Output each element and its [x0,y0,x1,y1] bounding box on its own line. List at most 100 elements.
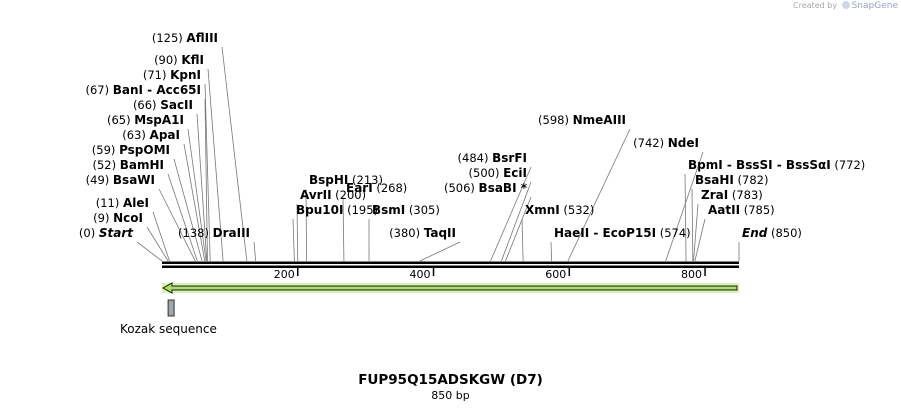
site-label[interactable]: (59) PspOMI [92,143,170,157]
site-position: (71) [143,68,170,82]
credit-prefix: Created by [793,1,838,10]
site-label[interactable]: AvrII (200) [300,188,366,202]
site-position: (90) [154,53,181,67]
site-label[interactable]: (90) KflI [154,53,204,67]
site-label[interactable]: (500) EciI [469,166,527,180]
site-enzyme-name: BsaWI [113,173,155,187]
site-label[interactable]: (598) NmeAIII [538,113,626,127]
site-leader-line [187,128,207,262]
site-position: (63) [122,128,149,142]
site-position: (783) [728,188,763,202]
site-label[interactable]: (63) ApaI [122,128,180,142]
site-enzyme-name: BsrFI [492,151,527,165]
site-leader-line [521,218,524,262]
site-label[interactable]: ZraI (783) [701,188,763,202]
site-leader-line [158,188,196,262]
site-label[interactable]: (71) KpnI [143,68,201,82]
site-enzyme-name: BpmI - BssSI - BssSαI [688,158,831,172]
site-leader-line [146,226,169,262]
site-label[interactable]: (138) DraIII [178,226,250,240]
site-label[interactable]: Bpu10I (195) [296,203,378,217]
site-leader-line [173,158,203,262]
kozak-sequence-feature[interactable] [167,299,175,317]
site-enzyme-name: Start [99,226,134,240]
site-label[interactable]: AatII (785) [708,203,775,217]
site-position: (598) [538,113,573,127]
site-leader-line [204,83,211,262]
site-label[interactable]: (506) BsaBI * [444,181,528,195]
site-position: (11) [96,196,123,210]
site-enzyme-name: Bpu10I [296,203,343,217]
ruler-tick-label: 800 [681,268,702,281]
site-leader-line [136,241,163,262]
site-position: (380) [389,226,424,240]
site-label[interactable]: (484) BsrFI [458,151,527,165]
site-position: (782) [734,173,769,187]
site-enzyme-name: HaeII - EcoP15I [554,226,656,240]
site-label[interactable]: EarI (268) [346,181,407,195]
site-leader-line [684,173,687,262]
site-enzyme-name: BamHI [120,158,164,172]
site-label[interactable]: BsaHI (782) [695,173,769,187]
site-label[interactable]: (0) Start [79,226,134,240]
site-label[interactable]: BpmI - BssSI - BssSαI (772) [688,158,865,172]
site-enzyme-name: AvrII [300,188,332,202]
site-label[interactable]: (380) TaqII [389,226,456,240]
site-enzyme-name: BspHI [309,173,348,187]
site-leader-line [665,151,704,262]
site-leader-line [505,196,532,262]
site-leader-line [501,181,532,262]
site-enzyme-name: MspA1I [134,113,184,127]
site-label[interactable]: HaeII - EcoP15I (574) [554,226,691,240]
site-label[interactable]: (65) MspA1I [107,113,184,127]
site-label[interactable]: (742) NdeI [633,136,699,150]
site-position: (65) [107,113,134,127]
site-enzyme-name: BsaHI [695,173,734,187]
site-position: (532) [560,203,595,217]
site-label[interactable]: (67) BanI - Acc65I [85,83,201,97]
site-enzyme-name: BanI - Acc65I [113,83,201,97]
site-position: (66) [133,98,160,112]
site-enzyme-name: EciI [503,166,527,180]
site-leader-line [204,98,208,262]
site-label[interactable]: XmnI (532) [525,203,594,217]
site-leader-line [419,241,461,262]
site-label[interactable]: BspHI (213) [309,173,383,187]
site-enzyme-name: NmeAIII [573,113,626,127]
site-leader-line [183,143,206,262]
site-position: (742) [633,136,668,150]
site-enzyme-name: PspOMI [119,143,170,157]
site-label[interactable]: (66) SacII [133,98,193,112]
site-leader-line [207,68,224,262]
ruler-tick-label: 200 [274,268,295,281]
site-position: (138) [178,226,213,240]
site-position: (67) [85,83,112,97]
site-label[interactable]: (125) AflIII [152,31,218,45]
site-enzyme-name: AatII [708,203,740,217]
site-leader-line [167,173,198,262]
site-enzyme-name: TaqII [424,226,456,240]
site-label[interactable]: (11) AleI [96,196,149,210]
site-position: (0) [79,226,99,240]
site-leader-lines [136,46,740,262]
snapgene-credit: Created by SnapGene [793,1,898,11]
site-label[interactable]: End (850) [742,226,802,240]
site-enzyme-name: ZraI [701,188,728,202]
site-position: (850) [767,226,802,240]
site-position: (506) [444,181,479,195]
site-position: (195) [343,203,378,217]
site-leader-line [693,203,699,262]
site-label[interactable]: (9) NcoI [93,211,143,225]
site-enzyme-name: EarI [346,181,373,195]
site-leader-line [253,241,257,262]
site-position: (772) [831,158,866,172]
site-label[interactable]: (52) BamHI [92,158,164,172]
feature-arrow[interactable] [161,282,738,294]
site-label[interactable]: (49) BsaWI [86,173,155,187]
credit-brand: SnapGene [851,1,898,11]
ruler-tick-label: 400 [410,268,431,281]
site-label[interactable]: BsmI (305) [372,203,440,217]
site-enzyme-name: ApaI [150,128,180,142]
site-leader-line [305,188,307,262]
